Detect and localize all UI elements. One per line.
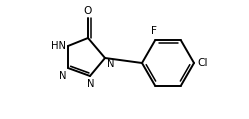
Text: Cl: Cl xyxy=(197,58,207,68)
Text: HN: HN xyxy=(51,41,66,51)
Text: F: F xyxy=(151,27,157,37)
Text: O: O xyxy=(84,6,92,16)
Text: N: N xyxy=(59,71,66,81)
Text: N: N xyxy=(107,59,115,69)
Text: N: N xyxy=(87,79,95,89)
